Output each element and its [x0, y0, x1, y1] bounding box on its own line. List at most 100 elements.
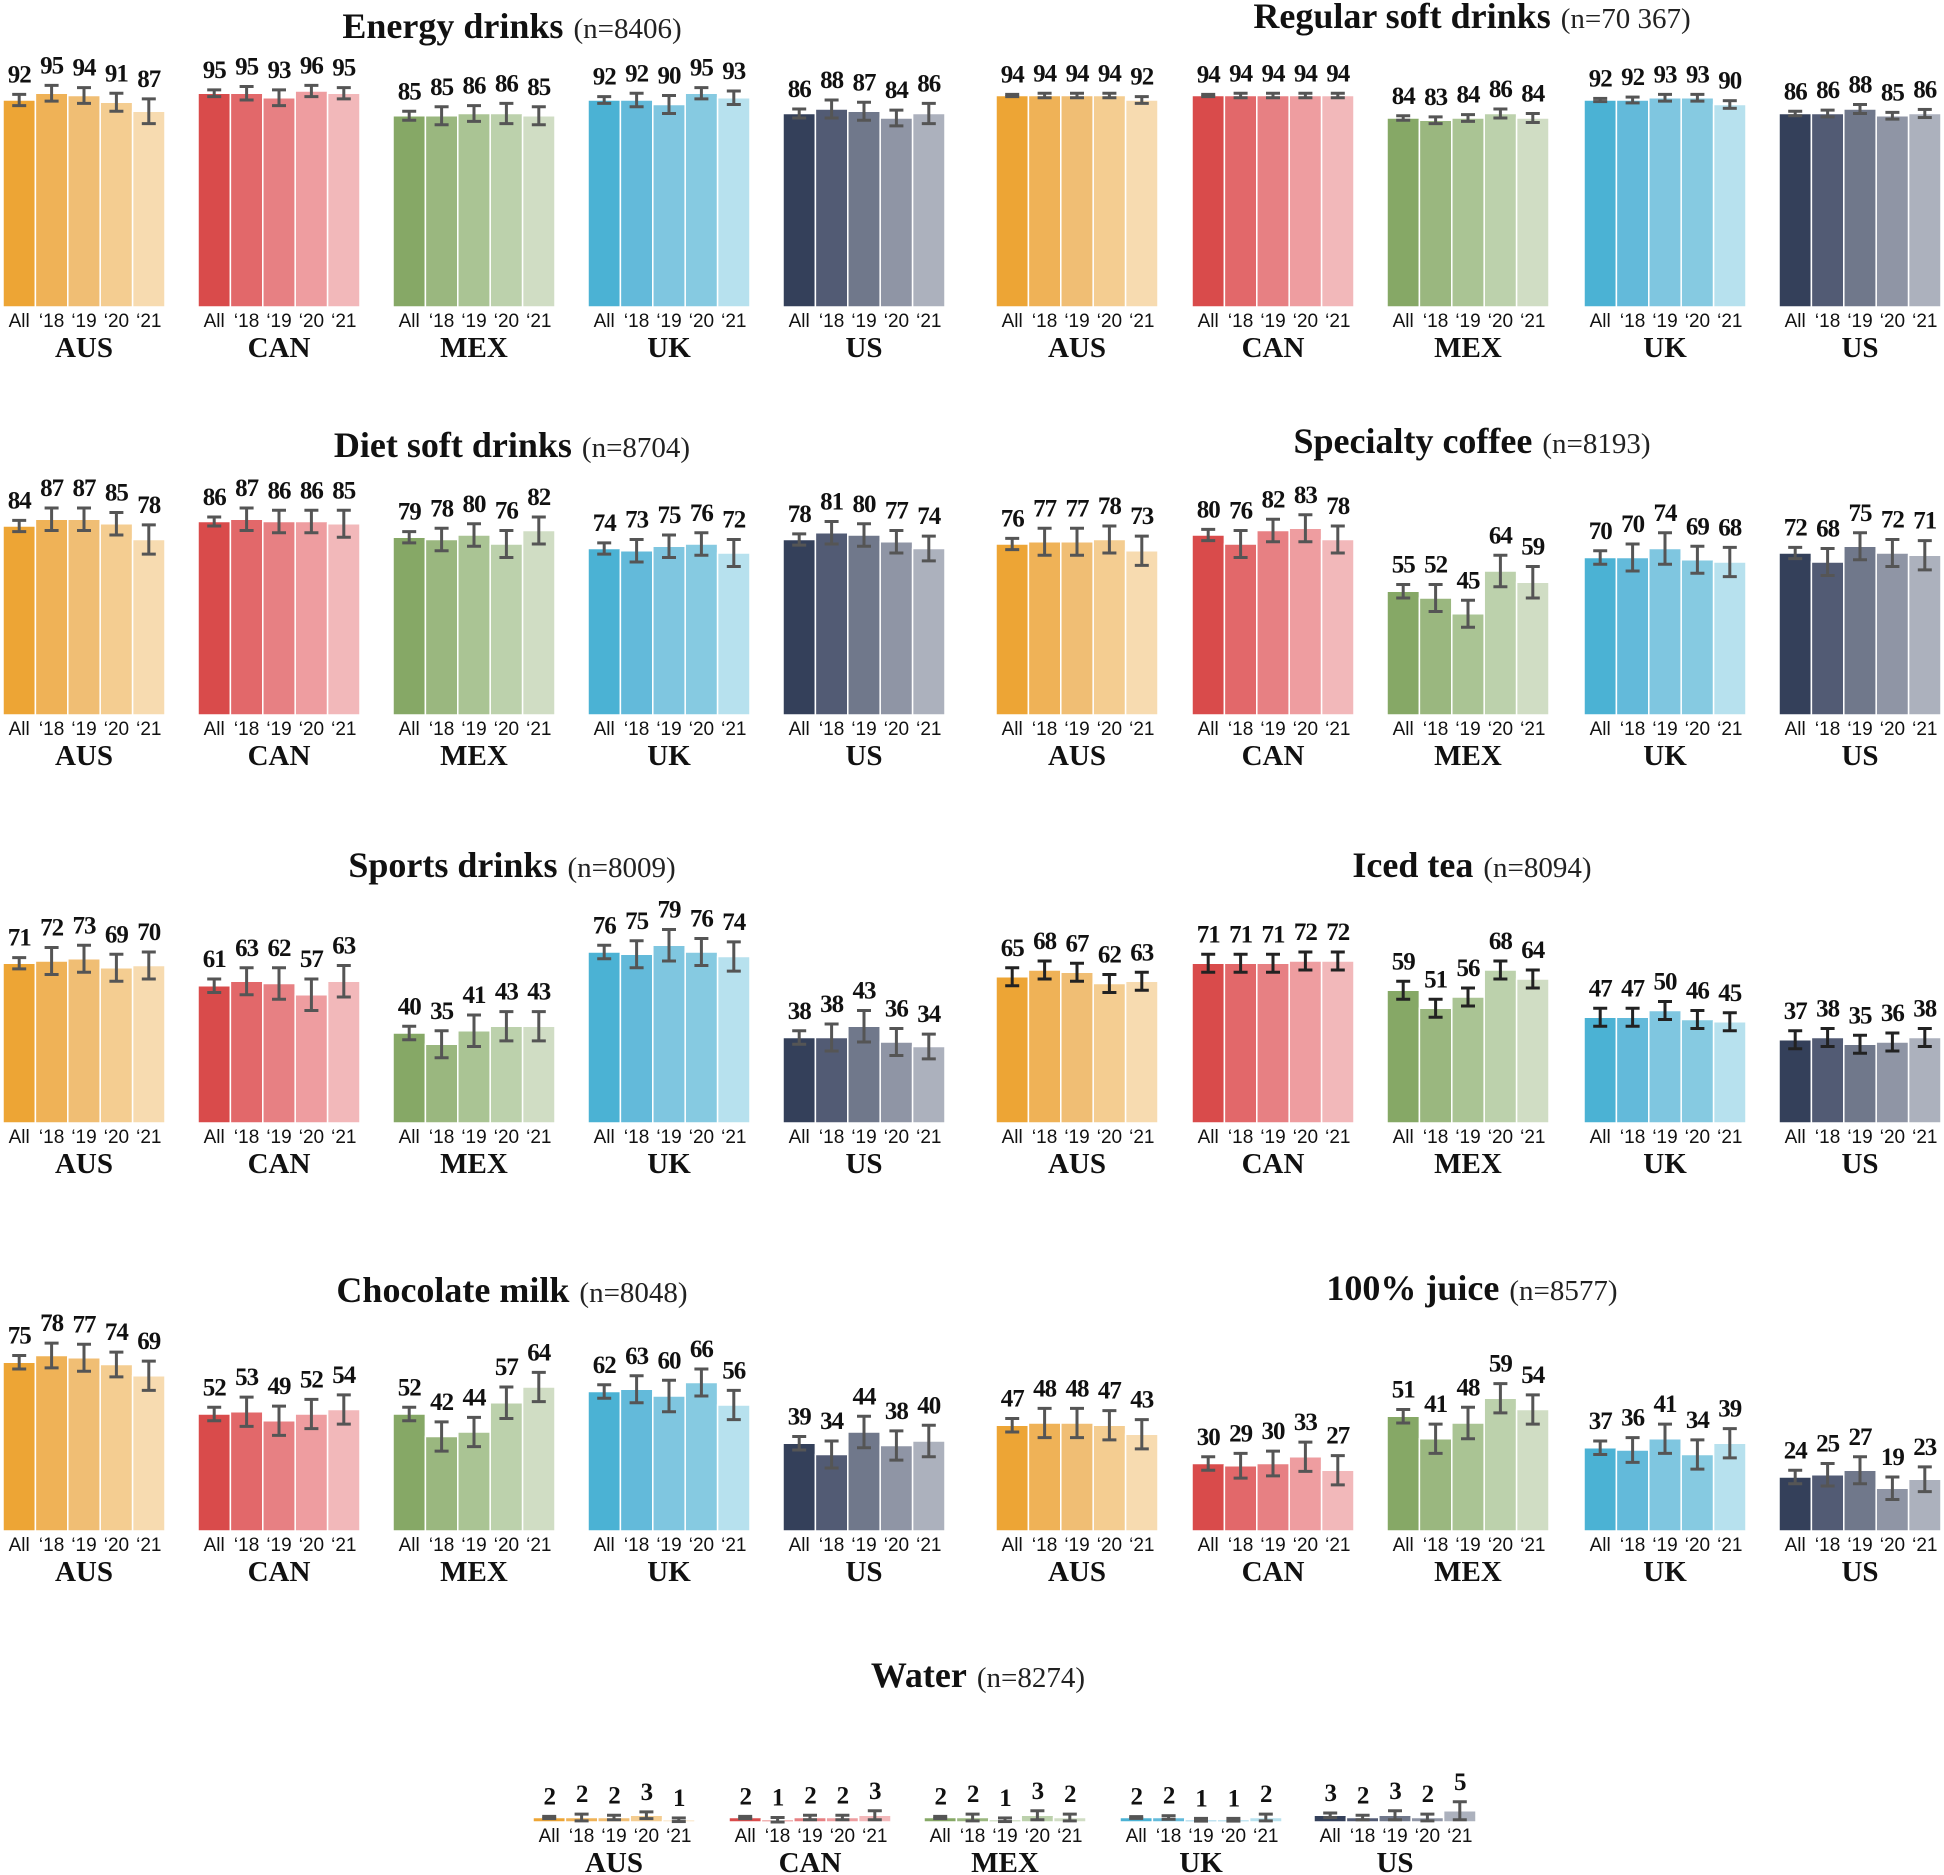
error-bar	[1722, 99, 1737, 110]
value-label: 76	[690, 906, 714, 933]
bar	[587, 99, 622, 308]
bar	[2, 525, 37, 716]
error-bar	[889, 529, 904, 555]
x-tick-label: ‘19	[461, 311, 486, 332]
bar	[489, 1402, 524, 1532]
x-tick-label: ‘20	[1415, 1826, 1440, 1847]
x-tick-label: All	[9, 719, 30, 740]
x-tick-label: ‘18	[1228, 1127, 1253, 1148]
bar	[1680, 559, 1715, 716]
chart-sample-size: (n=8094)	[1483, 852, 1591, 884]
x-tick-label: All	[1590, 1127, 1611, 1148]
bar	[911, 547, 946, 716]
country-label: MEX	[1434, 740, 1502, 772]
x-tick-label: All	[204, 311, 225, 332]
bar	[1648, 547, 1682, 716]
bar	[1288, 960, 1323, 1124]
chart-sports-drinks: Sports drinks (n=8009) 71 All 72 ‘18 73 ‘19 69 ‘2…	[2, 845, 946, 1180]
error-bar	[44, 946, 59, 976]
bar	[879, 541, 914, 716]
x-tick-label: ‘20	[1880, 719, 1905, 740]
x-tick-label: ‘19	[1847, 311, 1872, 332]
x-tick-label: ‘21	[1520, 1535, 1545, 1556]
error-bar	[44, 1341, 59, 1370]
x-tick-label: ‘21	[1717, 719, 1742, 740]
x-tick-label: ‘21	[526, 1535, 551, 1556]
error-bar	[499, 529, 514, 559]
chart-sample-size: (n=8048)	[579, 1277, 687, 1309]
bar	[489, 112, 524, 308]
country-label: MEX	[440, 332, 508, 364]
error-bar	[629, 91, 644, 109]
bar	[587, 951, 622, 1124]
value-label: 95	[690, 55, 714, 82]
bar	[1223, 94, 1258, 308]
country-panel-uk: 37 All 36 ‘18 41 ‘19 34 ‘20 39 ‘21 UK	[1583, 1391, 1747, 1588]
error-bar	[1593, 96, 1608, 104]
value-label: 93	[1654, 61, 1678, 88]
x-tick-label: ‘18	[1620, 311, 1645, 332]
value-label: 74	[593, 510, 618, 537]
country-label: MEX	[440, 1148, 508, 1180]
error-bar	[1298, 91, 1313, 100]
value-label: 46	[1686, 978, 1710, 1005]
value-label: 62	[1098, 942, 1122, 969]
error-bar	[1593, 1006, 1608, 1028]
x-tick-label: ‘21	[1717, 1127, 1742, 1148]
value-label: 66	[690, 1336, 714, 1363]
country-label: UK	[1179, 1847, 1223, 1875]
value-label: 95	[235, 54, 259, 81]
error-bar	[1129, 1815, 1144, 1820]
error-bar	[1323, 1811, 1338, 1819]
country-panel-aus: 47 All 48 ‘18 48 ‘19 47 ‘20 43 ‘21 AUS	[995, 1375, 1159, 1588]
bar	[1483, 570, 1518, 716]
value-label: 94	[1001, 61, 1026, 88]
x-tick-label: ‘18	[429, 1535, 454, 1556]
value-label: 72	[1784, 514, 1808, 541]
bar	[197, 520, 232, 716]
error-bar	[1493, 553, 1508, 589]
error-bar	[1658, 1000, 1672, 1021]
bar	[1418, 119, 1453, 308]
bar	[1843, 108, 1877, 308]
bar	[67, 958, 101, 1124]
bar	[1092, 538, 1127, 716]
x-tick-label: All	[399, 1127, 420, 1148]
value-label: 2	[1130, 1784, 1142, 1811]
error-bar	[1885, 1031, 1900, 1053]
x-tick-label: ‘18	[624, 311, 649, 332]
value-label: 3	[641, 1779, 653, 1806]
bar	[197, 92, 232, 308]
country-label: CAN	[248, 1556, 311, 1588]
error-bar	[1201, 952, 1216, 974]
error-bar	[109, 91, 124, 113]
value-label: 54	[1521, 1362, 1546, 1389]
error-bar	[1134, 534, 1149, 567]
country-panel-can: 95 All 95 ‘18 93 ‘19 96 ‘20 95 ‘21 CAN	[197, 52, 361, 364]
x-tick-label: ‘20	[689, 1127, 714, 1148]
error-bar	[207, 88, 222, 99]
error-bar	[207, 977, 222, 994]
value-label: 87	[235, 475, 259, 502]
error-bar	[1452, 1800, 1467, 1822]
value-label: 92	[8, 61, 32, 88]
x-tick-label: All	[9, 1535, 30, 1556]
error-bar	[1201, 1455, 1216, 1472]
bar	[99, 101, 134, 308]
x-tick-label: All	[1393, 311, 1414, 332]
value-label: 49	[268, 1373, 292, 1400]
x-tick-label: ‘20	[1880, 1127, 1905, 1148]
value-label: 2	[837, 1782, 849, 1809]
country-panel-mex: 85 All 85 ‘18 86 ‘19 86 ‘20 85 ‘21 MEX	[392, 70, 556, 364]
x-tick-label: All	[594, 719, 615, 740]
value-label: 38	[788, 998, 812, 1025]
error-bar	[1266, 1449, 1280, 1478]
bar	[1060, 541, 1094, 716]
x-tick-label: ‘20	[1685, 1535, 1710, 1556]
x-tick-label: ‘19	[656, 1535, 681, 1556]
chart-sample-size: (n=8406)	[573, 13, 681, 45]
value-label: 43	[495, 979, 519, 1006]
bar	[782, 1442, 817, 1532]
value-label: 84	[885, 77, 910, 104]
bar	[229, 1411, 264, 1532]
